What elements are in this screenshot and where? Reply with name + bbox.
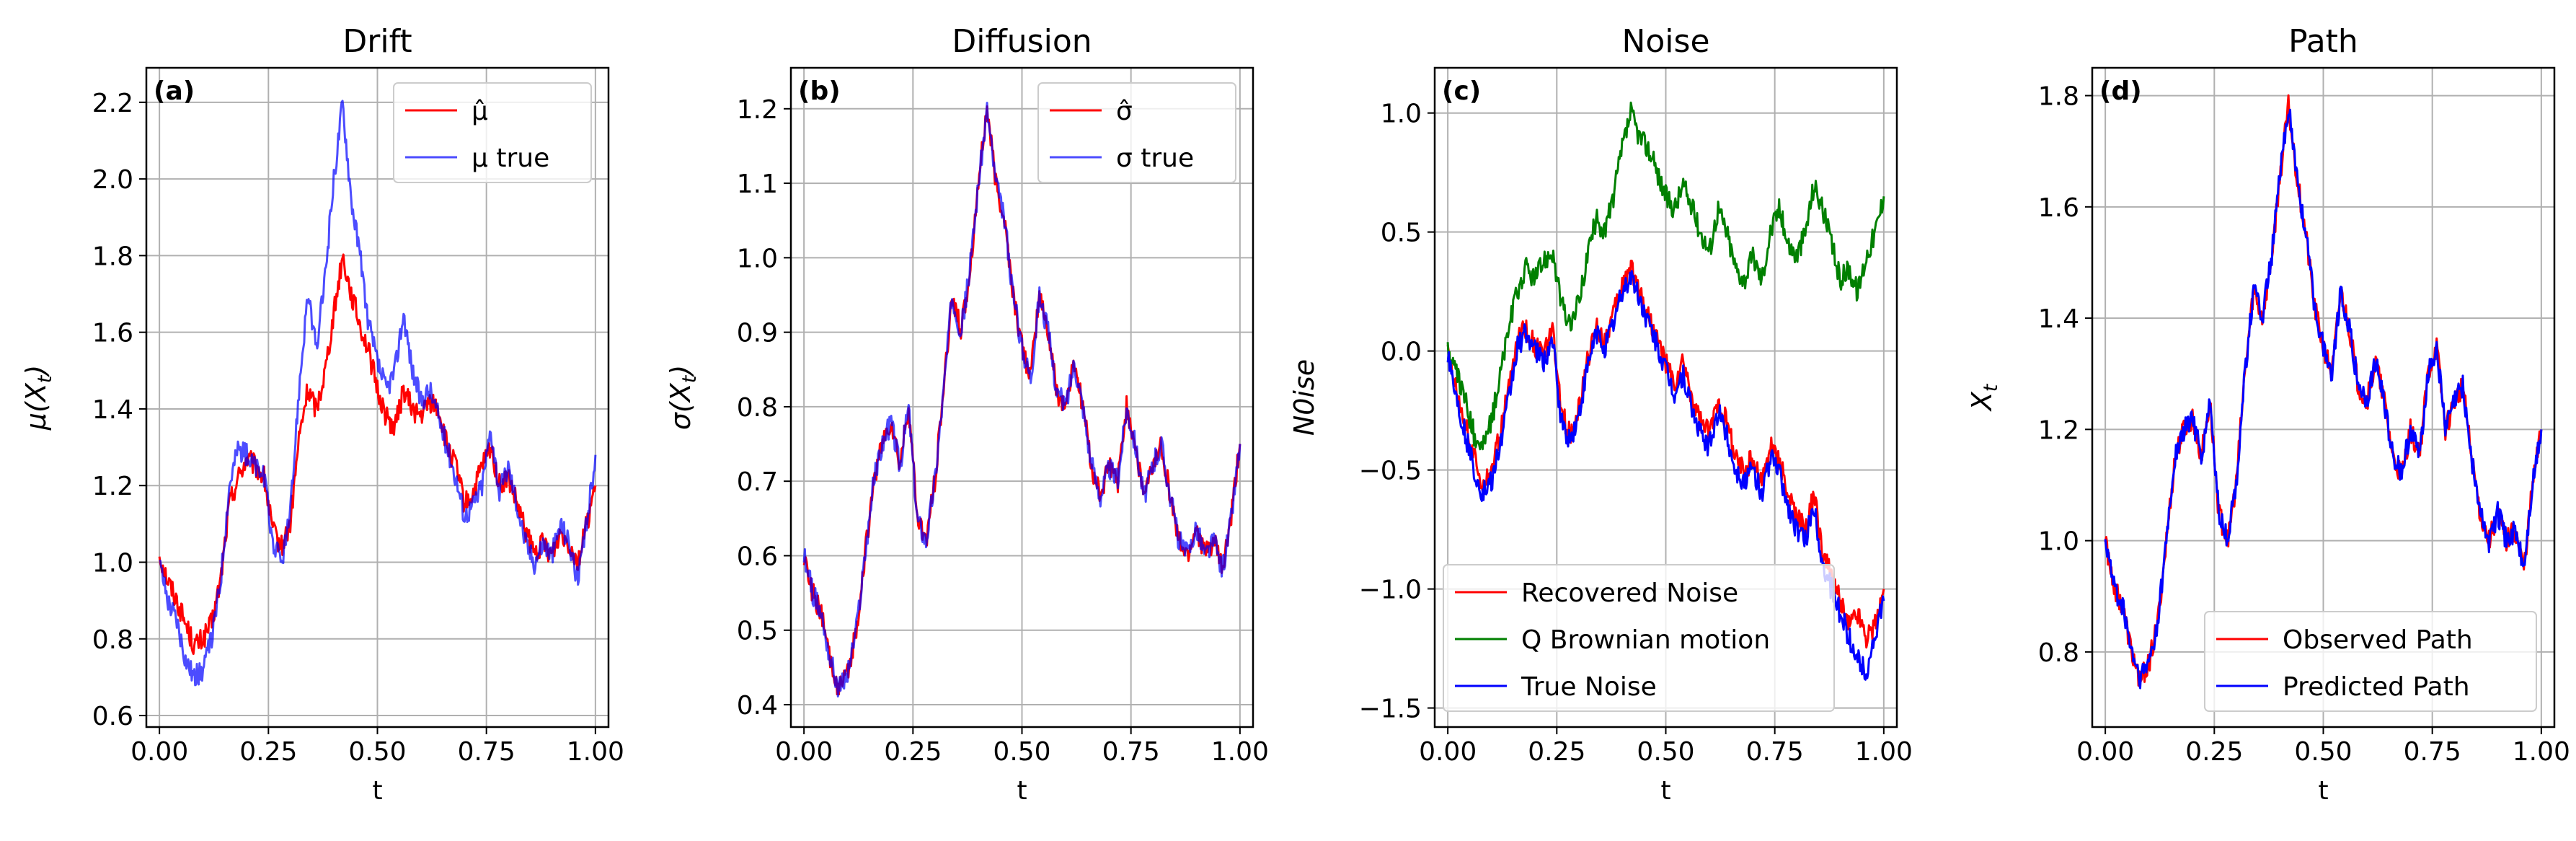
y-tick-label: 0.5: [1381, 219, 1422, 248]
x-tick-label: 0.75: [458, 737, 515, 767]
y-tick-label: 0.8: [2038, 638, 2079, 668]
y-axis-label: N0ise: [1288, 359, 1320, 436]
x-tick-label: 1.00: [2513, 737, 2570, 767]
series-group: [1446, 101, 1885, 681]
y-tick-label: 1.2: [737, 95, 778, 125]
y-tick-label: 0.7: [737, 467, 778, 497]
y-tick-label: 0.4: [737, 691, 778, 721]
x-tick-label: 1.00: [1211, 737, 1269, 767]
x-tick-label: 0.25: [884, 737, 942, 767]
x-axis-label: t: [2318, 776, 2328, 806]
x-axis-label: t: [372, 776, 382, 806]
legend: Recovered Noise Q Brownian motion True Noi…: [1443, 564, 1835, 712]
y-tick-label: 1.2: [2038, 415, 2079, 445]
legend-label: μ̂: [472, 97, 488, 126]
x-tick-label: 0.25: [239, 737, 297, 767]
x-tick-label: 0.50: [1637, 737, 1694, 767]
panel-title: Diffusion: [952, 23, 1092, 60]
series-line-true-noise: [1446, 270, 1885, 681]
x-tick-label: 1.00: [567, 737, 624, 767]
y-axis-label: Xt: [1966, 383, 2002, 412]
legend: μ̂ μ true: [393, 82, 592, 183]
y-tick-label: −0.5: [1359, 457, 1422, 486]
y-tick-label: 0.8: [92, 625, 133, 655]
legend-box: [2204, 611, 2537, 712]
y-tick-label: 1.8: [92, 242, 133, 271]
legend-label: σ̂: [1116, 97, 1133, 126]
y-tick-label: 2.0: [92, 165, 133, 195]
y-tick-label: 1.0: [92, 549, 133, 578]
y-tick-label: 1.4: [92, 395, 133, 425]
panel-a: 0.00 0.25 0.50 0.75 1.00 0.6 0.8 1.0 1.2 1.4 1.6 1.…: [20, 23, 624, 806]
panel-d: 0.00 0.25 0.50 0.75 1.00 0.8 1.0 1.2 1.4 1.6 1.8 Pa…: [1966, 23, 2570, 806]
legend: σ̂ σ true: [1037, 82, 1236, 183]
x-axis-label: t: [1660, 776, 1670, 806]
x-tick-label: 0.25: [1528, 737, 1585, 767]
panel-title: Drift: [342, 23, 412, 60]
series-line-true: [159, 100, 597, 687]
legend-label: Q Brownian motion: [1521, 625, 1770, 655]
legend-label: μ true: [472, 144, 549, 173]
series-line-q-brownian-motion: [1446, 101, 1885, 451]
legend-label: Predicted Path: [2283, 672, 2470, 702]
series-line-series: [158, 253, 597, 656]
y-axis-label: μ(Xt): [20, 365, 56, 431]
y-tick-label: 1.6: [2038, 193, 2079, 223]
panel-tag: (d): [2099, 76, 2142, 106]
legend: Observed Path Predicted Path: [2204, 611, 2537, 712]
series-line-true: [802, 102, 1241, 697]
y-tick-label: 0.8: [737, 393, 778, 423]
legend-label: Observed Path: [2283, 625, 2473, 655]
series-group: [158, 100, 597, 687]
series-line-predicted-path: [2104, 108, 2543, 690]
panel-title: Noise: [1621, 23, 1709, 60]
y-tick-label: 1.2: [92, 472, 133, 501]
y-tick-label: 1.1: [737, 169, 778, 199]
y-tick-label: −1.5: [1359, 695, 1422, 724]
y-axis-label: σ(Xt): [665, 365, 701, 430]
y-tick-label: 1.4: [2038, 304, 2079, 334]
panel-title: Path: [2288, 23, 2358, 60]
panel-tag: (b): [798, 76, 841, 106]
x-tick-label: 0.00: [775, 737, 833, 767]
x-tick-label: 0.50: [993, 737, 1050, 767]
x-tick-label: 0.50: [2294, 737, 2352, 767]
y-tick-label: 1.0: [737, 244, 778, 273]
panel-b: 0.00 0.25 0.50 0.75 1.00 0.4 0.5 0.6 0.7 0.8 0.9 1.…: [665, 23, 1269, 806]
y-tick-label: 1.0: [2038, 527, 2079, 557]
panel-tag: (a): [154, 76, 195, 106]
y-tick-label: 1.8: [2038, 82, 2079, 112]
y-tick-label: 1.6: [92, 319, 133, 348]
y-tick-label: 0.6: [737, 542, 778, 571]
series-group: [2104, 94, 2543, 690]
x-tick-label: 0.00: [130, 737, 188, 767]
legend-label: Recovered Noise: [1521, 578, 1738, 608]
x-tick-label: 0.00: [2076, 737, 2134, 767]
x-tick-label: 0.75: [1746, 737, 1804, 767]
x-tick-label: 0.50: [348, 737, 406, 767]
y-tick-label: −1.0: [1359, 576, 1422, 605]
x-tick-label: 0.25: [2185, 737, 2243, 767]
y-tick-label: 0.0: [1381, 338, 1422, 367]
y-tick-label: 1.0: [1381, 100, 1422, 129]
legend-label: True Noise: [1521, 672, 1657, 702]
legend-label: σ true: [1116, 144, 1194, 173]
panel-tag: (c): [1442, 76, 1481, 106]
y-tick-label: 0.5: [737, 617, 778, 646]
y-tick-label: 2.2: [92, 89, 133, 118]
x-tick-label: 1.00: [1855, 737, 1913, 767]
x-tick-label: 0.75: [1102, 737, 1160, 767]
y-tick-label: 0.6: [92, 702, 133, 731]
x-tick-label: 0.00: [1419, 737, 1477, 767]
x-axis-label: t: [1017, 776, 1027, 806]
panel-c: 0.00 0.25 0.50 0.75 1.00 −1.5 −1.0 −0.5 0.0 0.5 1.…: [1288, 23, 1913, 806]
x-tick-label: 0.75: [2404, 737, 2461, 767]
series-group: [802, 102, 1241, 697]
y-tick-label: 0.9: [737, 319, 778, 348]
legend-box: [1443, 564, 1835, 712]
